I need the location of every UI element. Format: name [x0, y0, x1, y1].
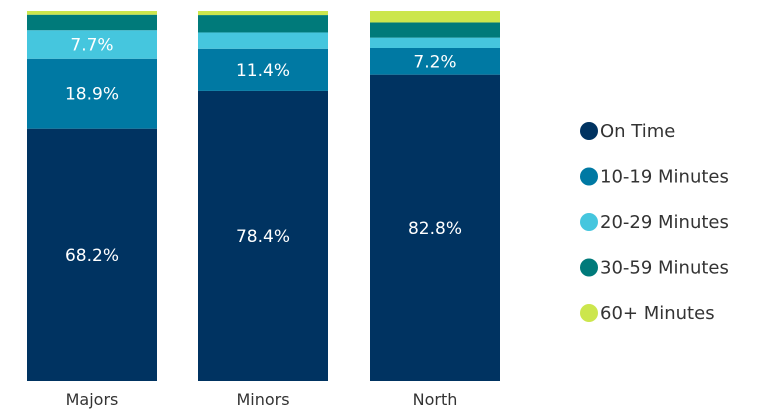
bar-segment-majors-on-time: [27, 128, 157, 381]
bar-segment-minors-10-19-minutes: [198, 48, 328, 91]
legend-marker-20-29-minutes: [580, 213, 598, 231]
category-label-majors: Majors: [66, 390, 119, 409]
data-label-majors-20-29-minutes: 7.7%: [70, 35, 113, 55]
bar-segment-north-10-19-minutes: [370, 48, 500, 75]
legend-label-60-minutes: 60+ Minutes: [600, 303, 715, 324]
bar-segment-minors-60-minutes: [198, 11, 328, 16]
bar-segment-minors-30-59-minutes: [198, 15, 328, 33]
data-label-majors-on-time: 68.2%: [65, 246, 119, 266]
legend-label-on-time: On Time: [600, 121, 675, 142]
category-label-minors: Minors: [236, 390, 289, 409]
bar-segment-minors-20-29-minutes: [198, 32, 328, 49]
legend-marker-30-59-minutes: [580, 258, 598, 277]
data-label-minors-10-19-minutes: 11.4%: [236, 61, 290, 81]
legend-label-20-29-minutes: 20-29 Minutes: [600, 212, 729, 233]
data-label-north-on-time: 82.8%: [408, 219, 462, 239]
data-label-minors-on-time: 78.4%: [236, 227, 290, 247]
bar-segment-north-30-59-minutes: [370, 22, 500, 38]
bar-segment-north-on-time: [370, 74, 500, 381]
legend-label-30-59-minutes: 30-59 Minutes: [600, 258, 729, 279]
category-label-north: North: [413, 390, 458, 409]
data-label-majors-10-19-minutes: 18.9%: [65, 85, 119, 105]
legend-marker-60-minutes: [580, 304, 598, 322]
bar-segment-majors-60-minutes: [27, 11, 157, 15]
bar-segment-majors-20-29-minutes: [27, 30, 157, 59]
bar-segment-north-60-minutes: [370, 11, 500, 23]
bar-segment-majors-30-59-minutes: [27, 14, 157, 31]
legend-marker-10-19-minutes: [580, 167, 598, 186]
data-label-north-10-19-minutes: 7.2%: [413, 52, 456, 72]
bar-segment-minors-on-time: [198, 90, 328, 382]
bar-segment-north-20-29-minutes: [370, 37, 500, 48]
legend-label-10-19-minutes: 10-19 Minutes: [600, 167, 729, 188]
bar-segment-majors-10-19-minutes: [27, 58, 157, 129]
legend-marker-on-time: [580, 122, 598, 140]
